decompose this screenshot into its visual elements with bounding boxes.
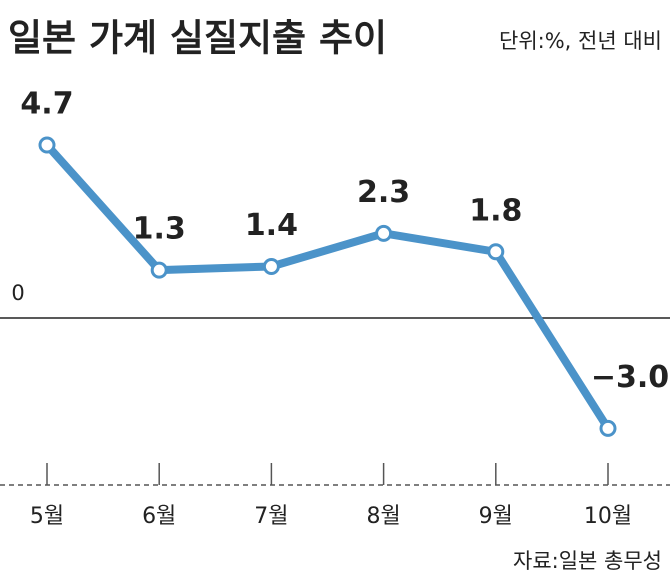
value-label: 1.8 (469, 193, 522, 228)
data-line (44, 142, 612, 431)
x-tick-label: 9월 (479, 504, 513, 529)
y-tick-label: 0 (11, 281, 24, 305)
chart-title: 일본 가계 실질지출 추이 (8, 17, 387, 60)
data-point (375, 224, 393, 242)
data-point (38, 136, 56, 154)
value-label: 4.7 (20, 87, 73, 122)
x-tick-label: 7월 (254, 504, 288, 529)
x-tick-label: 8월 (366, 504, 400, 529)
value-label: −3.0 (591, 360, 669, 395)
data-point (262, 257, 280, 275)
value-label: 1.4 (245, 208, 298, 243)
data-point (599, 419, 617, 437)
data-point (487, 243, 505, 261)
value-label: 2.3 (357, 175, 410, 210)
data-point (150, 261, 168, 279)
value-label: 1.3 (133, 212, 186, 247)
x-tick-label: 5월 (30, 504, 64, 529)
x-tick-label: 10월 (584, 504, 632, 529)
x-tick-label: 6월 (142, 504, 176, 529)
source: 자료:일본 총무성 (513, 549, 662, 573)
chart-subtitle: 단위:%, 전년 대비 (499, 29, 662, 53)
